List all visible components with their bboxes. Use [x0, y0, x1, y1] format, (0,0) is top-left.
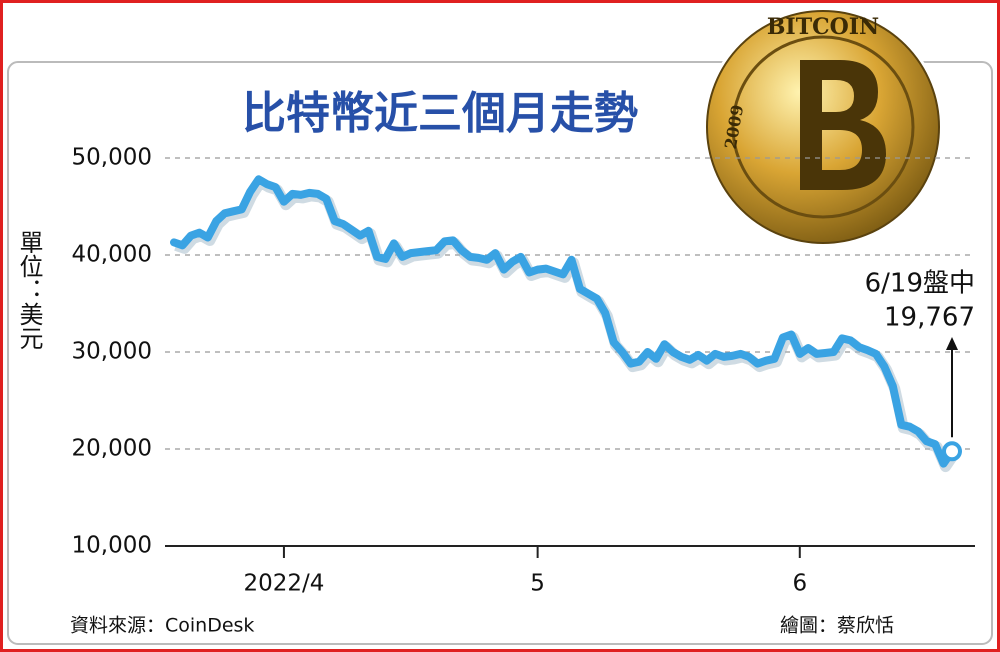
annotation-arrowhead: [946, 337, 958, 350]
credit: 繪圖：蔡欣恬: [780, 615, 894, 637]
coin-ring: [731, 35, 915, 219]
source: 資料來源：CoinDesk: [70, 615, 254, 637]
y-axis-label: 單位：美元: [15, 230, 43, 350]
x-tick-label: 5: [530, 571, 545, 597]
annotation-value: 19,767: [884, 303, 975, 333]
y-tick-label: 20,000: [72, 436, 152, 462]
x-tick-label: 2022/4: [243, 571, 324, 597]
y-tick-label: 10,000: [72, 533, 152, 559]
coin-symbol: [800, 60, 886, 190]
chart-title: 比特幣近三個月走勢: [242, 88, 638, 139]
coin-inscription: BITCOIN: [767, 14, 879, 40]
y-tick-label: 30,000: [72, 339, 152, 365]
coin: BITCOIN 2009: [703, 7, 943, 247]
y-tick-label: 50,000: [72, 145, 152, 171]
x-tick-label: 6: [792, 571, 807, 597]
annotation-text: 6/19盤中: [865, 269, 975, 299]
end-point: [942, 441, 962, 462]
inner-frame: [7, 61, 993, 645]
y-tick-label: 40,000: [72, 242, 152, 268]
line: [170, 175, 956, 468]
